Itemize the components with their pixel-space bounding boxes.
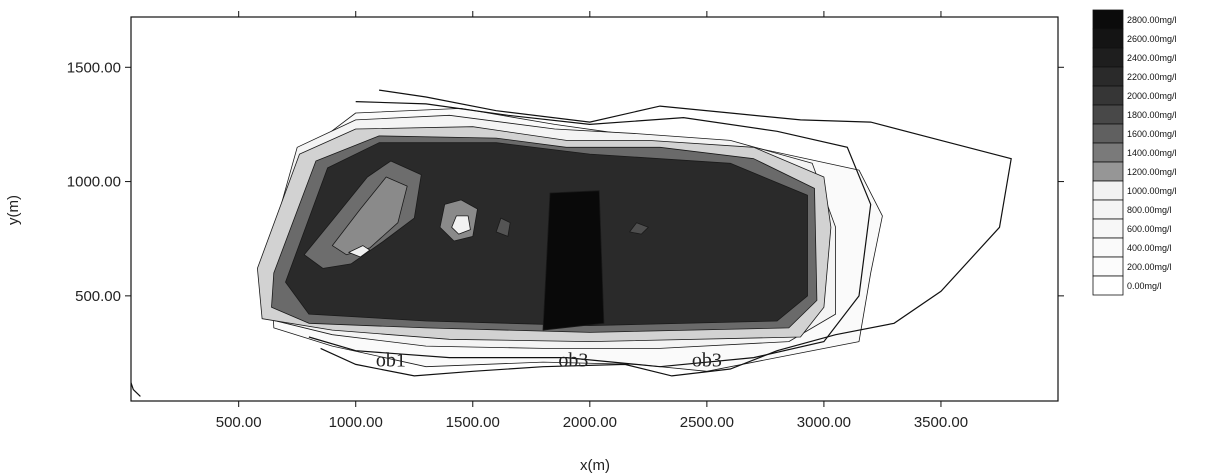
legend-swatch: [1092, 237, 1124, 258]
y-axis-title: y(m): [5, 195, 22, 225]
x-tick-label: 2000.00: [563, 414, 617, 431]
contour-region: [348, 245, 371, 258]
contour-line: [131, 382, 141, 397]
legend-swatch: [1092, 28, 1124, 49]
observation-label: ob3: [558, 350, 588, 372]
x-tick-label: 2500.00: [680, 414, 734, 431]
contour-line: [308, 101, 872, 368]
legend-swatch: [1092, 66, 1124, 87]
contour-line: [320, 89, 1012, 377]
legend-label: 1400.00mg/l: [1127, 148, 1177, 158]
x-tick-label: 3500.00: [914, 414, 968, 431]
legend-label: 600.00mg/l: [1127, 224, 1172, 234]
x-tick-label: 3000.00: [797, 414, 851, 431]
legend-label: 800.00mg/l: [1127, 205, 1172, 215]
legend-label: 200.00mg/l: [1127, 262, 1172, 272]
contour-region: [542, 190, 605, 331]
legend-swatch: [1092, 123, 1124, 144]
legend-label: 2600.00mg/l: [1127, 34, 1177, 44]
legend-swatch: [1092, 256, 1124, 277]
legend-swatch: [1092, 142, 1124, 163]
legend-swatch: [1092, 218, 1124, 239]
legend-label: 2400.00mg/l: [1127, 53, 1177, 63]
legend-swatch: [1092, 180, 1124, 201]
legend-label: 1600.00mg/l: [1127, 129, 1177, 139]
legend-swatch: [1092, 161, 1124, 182]
observation-label: ob3: [692, 350, 722, 372]
annotations: ob1 ob3 ob3: [376, 350, 722, 372]
y-axis: 500.00 1000.00 1500.00: [67, 59, 1064, 305]
legend-swatch: [1092, 199, 1124, 220]
x-axis: 500.00 1000.00 1500.00 2000.00 2500.00 3000.0…: [216, 11, 968, 431]
y-tick-label: 500.00: [75, 288, 121, 305]
legend-label: 0.00mg/l: [1127, 281, 1162, 291]
x-axis-title: x(m): [580, 457, 610, 474]
legend-label: 2000.00mg/l: [1127, 91, 1177, 101]
legend-label: 1200.00mg/l: [1127, 167, 1177, 177]
legend-label: 2800.00mg/l: [1127, 15, 1177, 25]
contour-fills: [256, 108, 883, 372]
legend-swatch: [1092, 85, 1124, 106]
legend-label: 2200.00mg/l: [1127, 72, 1177, 82]
color-legend: 2800.00mg/l 2600.00mg/l 2400.00mg/l 2200.00…: [1092, 9, 1177, 296]
contour-region: [495, 217, 511, 237]
x-tick-label: 500.00: [216, 414, 262, 431]
plot-frame: [130, 16, 1059, 402]
legend-swatch: [1092, 275, 1124, 296]
y-tick-label: 1000.00: [67, 174, 121, 191]
legend-swatch: [1092, 104, 1124, 125]
legend-label: 400.00mg/l: [1127, 243, 1172, 253]
contour-region: [331, 176, 408, 256]
x-tick-label: 1500.00: [446, 414, 500, 431]
legend-label: 1000.00mg/l: [1127, 186, 1177, 196]
contour-region: [629, 222, 649, 235]
y-tick-label: 1500.00: [67, 59, 121, 76]
legend-swatch: [1092, 47, 1124, 68]
observation-label: ob1: [376, 350, 406, 372]
contour-region: [451, 215, 471, 235]
legend-swatch: [1092, 9, 1124, 30]
legend-label: 1800.00mg/l: [1127, 110, 1177, 120]
contour-lines: [131, 89, 1012, 397]
x-tick-label: 1000.00: [329, 414, 383, 431]
